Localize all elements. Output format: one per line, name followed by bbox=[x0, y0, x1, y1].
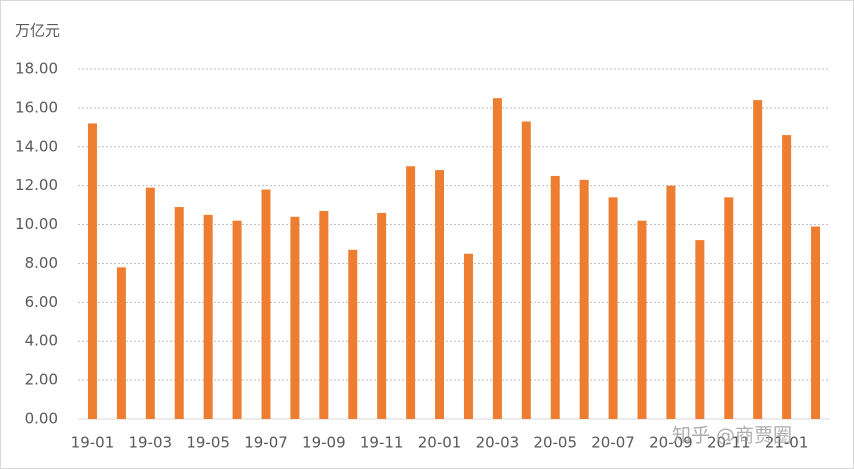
bar bbox=[550, 175, 560, 419]
bar bbox=[695, 240, 705, 419]
y-tick-label: 14.00 bbox=[15, 137, 58, 155]
x-tick-label: 19-05 bbox=[186, 434, 230, 452]
x-tick-label: 19-03 bbox=[129, 434, 173, 452]
bar bbox=[782, 135, 792, 419]
bar bbox=[579, 179, 589, 419]
x-tick-label: 19-11 bbox=[360, 434, 404, 452]
bar bbox=[261, 189, 271, 419]
bar bbox=[608, 197, 618, 419]
bar bbox=[666, 185, 676, 419]
y-tick-label: 16.00 bbox=[15, 98, 58, 116]
bar bbox=[87, 123, 97, 419]
bar bbox=[435, 170, 445, 419]
y-tick-label: 2.00 bbox=[25, 371, 58, 389]
y-tick-label: 8.00 bbox=[25, 254, 58, 272]
y-tick-label: 10.00 bbox=[15, 215, 58, 233]
x-tick-label: 20-03 bbox=[476, 434, 520, 452]
bar bbox=[753, 100, 763, 419]
x-tick-label: 21-01 bbox=[765, 434, 809, 452]
x-tick-label: 19-07 bbox=[244, 434, 288, 452]
x-tick-label: 19-01 bbox=[71, 434, 115, 452]
y-tick-label: 6.00 bbox=[25, 293, 58, 311]
bar bbox=[811, 226, 821, 419]
bar bbox=[492, 98, 502, 420]
bar bbox=[406, 166, 416, 419]
x-tick-label: 20-09 bbox=[649, 434, 693, 452]
bar bbox=[348, 249, 358, 419]
bar bbox=[174, 207, 184, 419]
bar bbox=[319, 210, 329, 419]
bar bbox=[463, 253, 473, 419]
bar bbox=[145, 187, 155, 419]
bar bbox=[232, 220, 242, 419]
y-tick-label: 0.00 bbox=[25, 410, 58, 428]
bar bbox=[203, 214, 213, 419]
y-tick-label: 12.00 bbox=[15, 176, 58, 194]
bar bbox=[290, 216, 300, 419]
x-tick-label: 20-07 bbox=[591, 434, 635, 452]
bar bbox=[724, 197, 734, 419]
x-tick-label: 19-09 bbox=[302, 434, 346, 452]
y-axis-label: 万亿元 bbox=[15, 22, 60, 40]
bar bbox=[637, 220, 647, 419]
x-tick-label: 20-01 bbox=[418, 434, 462, 452]
y-tick-label: 18.00 bbox=[15, 60, 58, 78]
watermark: 知乎 @商贾圈 bbox=[672, 425, 792, 447]
bar bbox=[116, 267, 126, 419]
y-tick-label: 4.00 bbox=[25, 332, 58, 350]
bar bbox=[377, 212, 387, 419]
x-tick-label: 20-11 bbox=[707, 434, 751, 452]
x-tick-label: 20-05 bbox=[533, 434, 577, 452]
bar bbox=[521, 121, 531, 419]
